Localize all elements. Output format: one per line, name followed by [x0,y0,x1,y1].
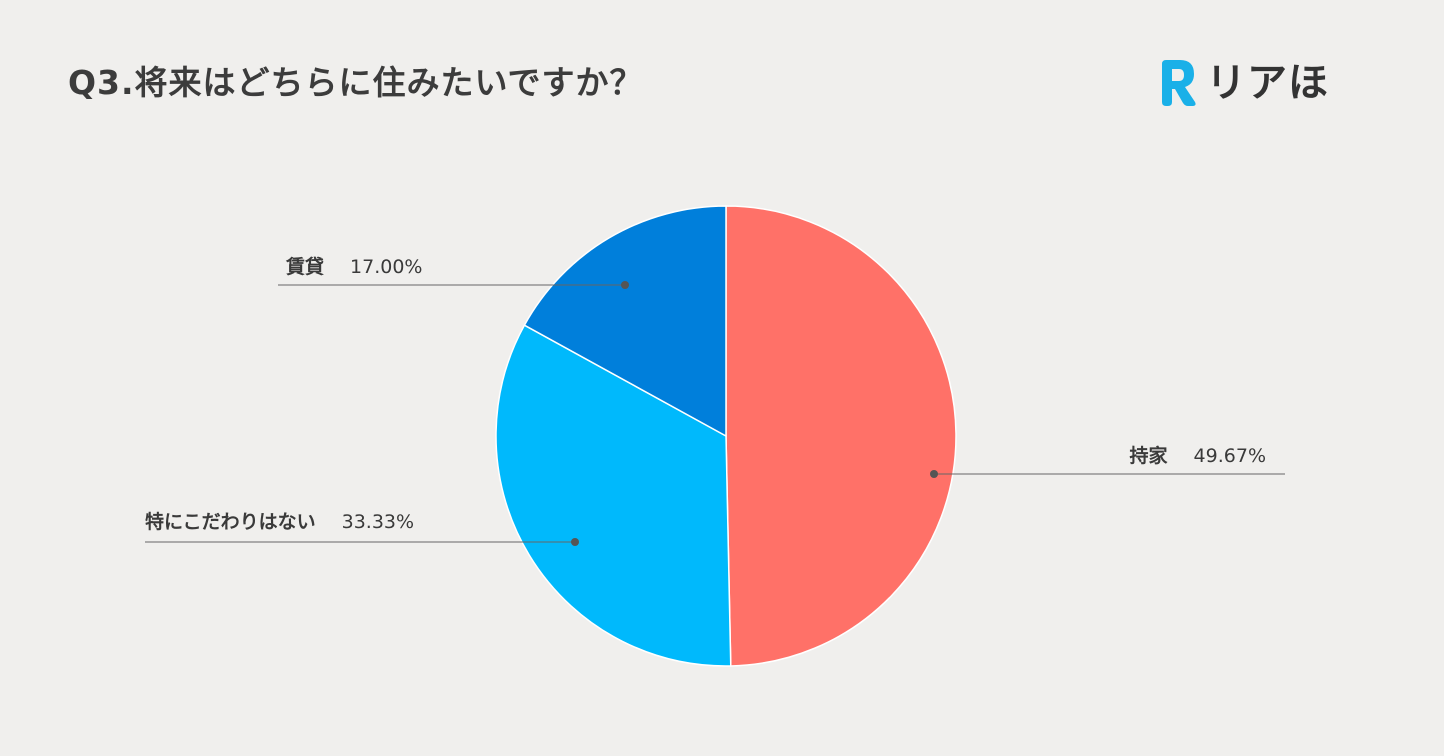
pie-label-name-2: 特にこだわりはない [145,511,316,533]
pie-slice-1 [725,205,957,667]
pie-label-2: 特にこだわりはない 33.33% [145,511,414,533]
brand-logo-text: リアほ [1206,60,1329,106]
pie-leader-dot-3 [621,281,629,289]
pie-leader-dot-2 [571,538,579,546]
pie-label-1: 持家 49.67% [1130,444,1266,467]
pie-label-value-2: 33.33% [342,511,414,533]
pie-labels: 持家 49.67% 特にこだわりはない 33.33% 賃貸 17.00% [145,255,1285,546]
pie-slices [495,205,957,667]
pie-label-name-3: 賃貸 [285,255,324,278]
r-logo-icon [1162,60,1196,106]
pie-slice-3 [523,205,727,438]
brand-logo: リアほ [1158,58,1329,108]
pie-label-name-1: 持家 [1130,444,1169,467]
pie-label-3: 賃貸 17.00% [285,255,422,278]
page-title: Q3.将来はどちらに住みたいですか？ [68,63,644,102]
pie-label-value-1: 49.67% [1194,445,1266,467]
pie-label-value-3: 17.00% [350,256,422,278]
pie-slice-2 [495,324,732,667]
pie-leader-dot-1 [930,470,938,478]
